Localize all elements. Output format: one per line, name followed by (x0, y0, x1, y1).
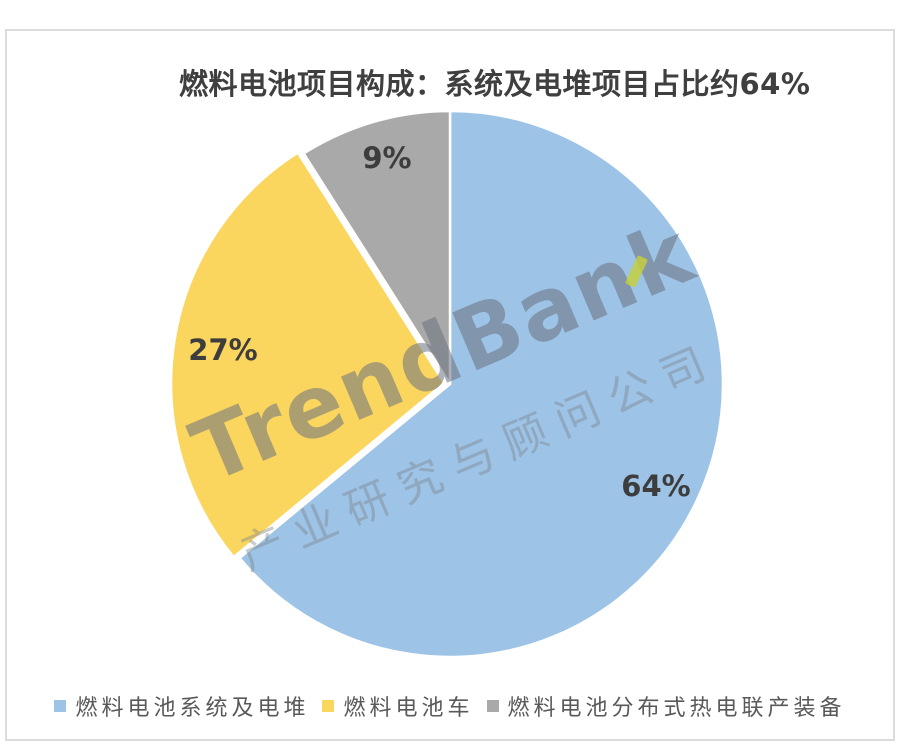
legend: 燃料电池系统及电堆 燃料电池车 燃料电池分布式热电联产装备 (5, 690, 895, 722)
legend-marker-icon (54, 700, 67, 712)
pie-data-label-vehicle: 27% (188, 333, 258, 367)
legend-label: 燃料电池系统及电堆 (75, 696, 310, 721)
legend-label: 燃料电池车 (343, 696, 474, 721)
legend-item-vehicle: 燃料电池车 (322, 690, 473, 722)
legend-item-chp: 燃料电池分布式热电联产装备 (486, 690, 846, 722)
legend-item-system-stack: 燃料电池系统及电堆 (54, 690, 309, 722)
pie-slice-0 (238, 109, 725, 659)
pie-data-label-system-stack: 64% (621, 469, 691, 503)
legend-marker-icon (486, 700, 499, 712)
pie-data-label-chp: 9% (362, 141, 412, 175)
legend-label: 燃料电池分布式热电联产装备 (507, 696, 846, 721)
pie-slice-1 (169, 151, 446, 559)
pie-slice-2 (302, 109, 452, 386)
legend-marker-icon (322, 700, 335, 712)
chart-title: 燃料电池项目构成：系统及电堆项目占比约64% (179, 67, 811, 101)
